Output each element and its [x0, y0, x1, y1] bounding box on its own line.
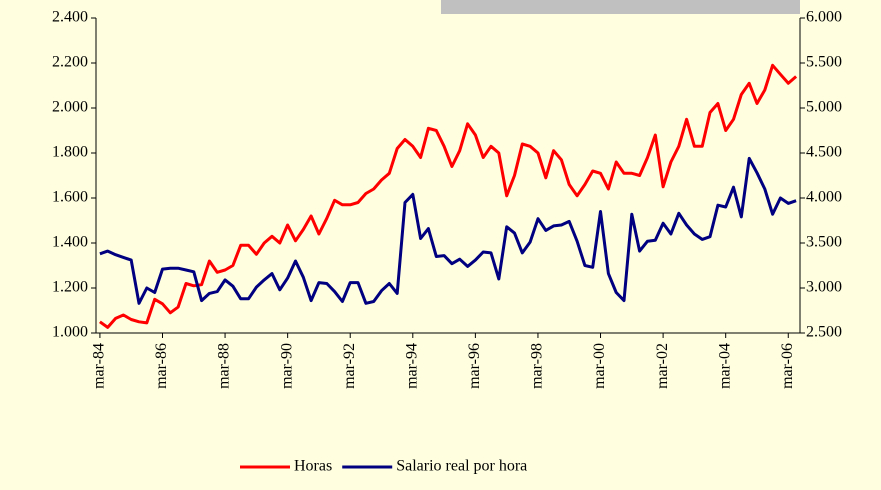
y-tick-label: 2.000 [52, 99, 88, 116]
x-tick-label: mar-06 [779, 343, 796, 389]
legend-label: Salario real por hora [396, 458, 527, 475]
y2-tick-label: 5.500 [806, 54, 842, 71]
series-line [99, 156, 797, 305]
x-tick-label: mar-88 [216, 343, 233, 389]
x-tick-label: mar-04 [716, 343, 733, 389]
gray-block [441, 0, 800, 14]
y2-tick-label: 4.000 [806, 189, 842, 206]
y-tick-label: 1.400 [52, 234, 88, 251]
y-tick-label: 1.200 [52, 279, 88, 296]
x-tick-label: mar-00 [591, 343, 608, 389]
x-tick-label: mar-84 [91, 343, 108, 389]
x-tick-label: mar-02 [654, 343, 671, 389]
y-tick-label: 1.000 [52, 324, 88, 341]
y-tick-label: 1.600 [52, 189, 88, 206]
x-tick-label: mar-98 [529, 343, 546, 389]
legend-label: Horas [294, 458, 332, 475]
y2-tick-label: 3.500 [806, 234, 842, 251]
x-tick-label: mar-96 [466, 343, 483, 389]
y2-tick-label: 3.000 [806, 279, 842, 296]
x-tick-label: mar-94 [403, 343, 420, 389]
y2-tick-label: 6.000 [806, 9, 842, 26]
y-tick-label: 2.400 [52, 9, 88, 26]
y-tick-label: 2.200 [52, 54, 88, 71]
y2-tick-label: 5.000 [806, 99, 842, 116]
x-tick-label: mar-86 [153, 343, 170, 389]
x-tick-label: mar-90 [278, 343, 295, 389]
y2-tick-label: 2.500 [806, 324, 842, 341]
y2-tick-label: 4.500 [806, 144, 842, 161]
series-line [99, 63, 798, 329]
x-tick-label: mar-92 [341, 343, 358, 389]
y-tick-label: 1.800 [52, 144, 88, 161]
